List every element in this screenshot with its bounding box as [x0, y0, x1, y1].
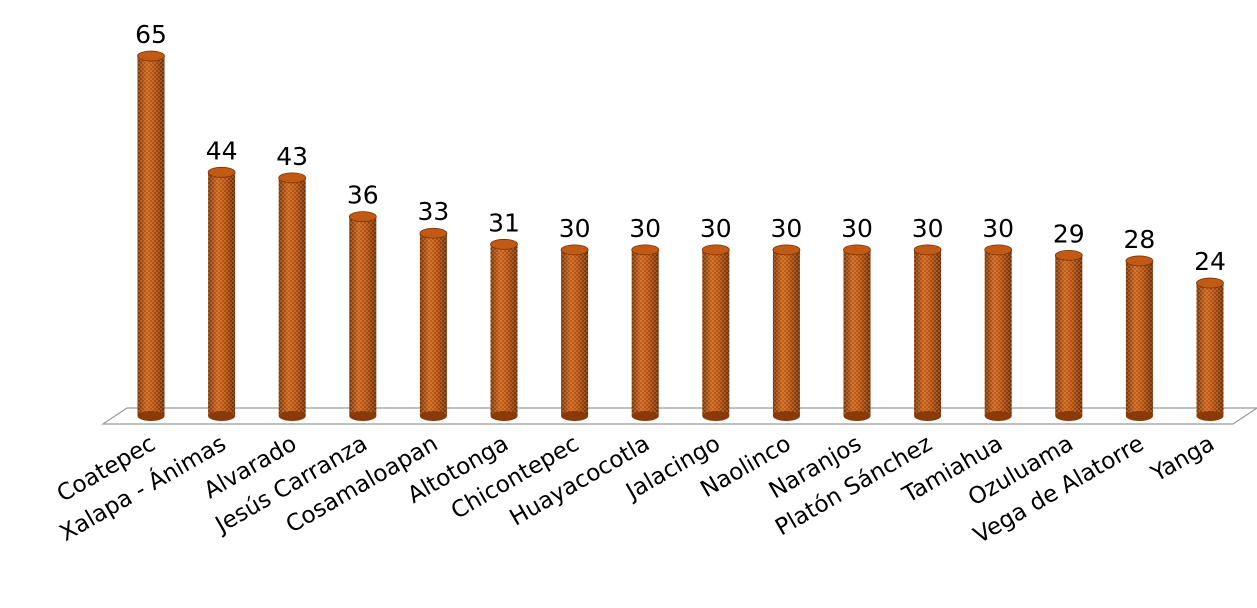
bar-texture: [349, 216, 377, 416]
bar-base: [843, 411, 871, 421]
bar-texture: [208, 172, 236, 416]
bar-texture: [278, 177, 306, 416]
bar-cap: [278, 172, 307, 184]
bar-base: [1055, 411, 1083, 421]
bar-texture: [561, 249, 589, 416]
bar-cap: [913, 244, 942, 256]
bar-3: [348, 211, 377, 421]
value-label: 30: [700, 214, 732, 243]
bar-texture: [419, 233, 447, 416]
bar-base: [914, 411, 942, 421]
bar-texture: [843, 249, 871, 416]
bar-base: [490, 411, 518, 421]
bar-cap: [490, 238, 518, 250]
bar-texture: [490, 244, 518, 416]
bar-15: [1196, 277, 1224, 421]
bar-14: [1125, 255, 1154, 421]
value-label: 65: [135, 20, 167, 49]
value-label: 29: [1053, 219, 1085, 248]
bar-base: [702, 411, 730, 421]
bar-base: [137, 411, 165, 421]
bar-base: [208, 411, 236, 421]
bar-texture: [702, 249, 730, 416]
bar-cap: [1125, 255, 1154, 267]
value-label: 30: [559, 214, 591, 243]
bar-texture: [631, 249, 659, 416]
bar-texture: [137, 56, 165, 416]
bar-cap: [772, 244, 801, 256]
value-label: 31: [488, 208, 520, 237]
value-label: 30: [770, 214, 802, 243]
bar-12: [984, 244, 1013, 421]
value-label: 44: [206, 136, 238, 165]
value-label: 30: [912, 214, 944, 243]
bar-cap: [419, 227, 448, 239]
value-label: 33: [417, 197, 449, 226]
bar-base: [419, 411, 447, 421]
category-label: Yanga: [1146, 431, 1219, 488]
bar-cap: [701, 244, 730, 256]
bar-texture: [772, 249, 800, 416]
bar-texture: [1196, 283, 1224, 416]
bar-base: [1196, 411, 1224, 421]
bar-cap: [843, 244, 871, 256]
bar-cap: [1196, 277, 1224, 289]
bar-base: [349, 411, 377, 421]
bar-0: [137, 50, 165, 421]
value-label: 28: [1123, 225, 1155, 254]
bar-cap: [984, 244, 1013, 256]
value-label: 30: [629, 214, 661, 243]
bar-cap: [1054, 249, 1083, 261]
bar-base: [984, 411, 1012, 421]
bar-6: [560, 244, 589, 421]
bar-9: [772, 244, 801, 421]
bar-base: [631, 411, 659, 421]
value-label: 36: [347, 181, 379, 210]
bar-13: [1054, 249, 1083, 421]
bar-cap: [348, 211, 377, 223]
bar-5: [490, 238, 518, 421]
bar-2: [278, 172, 307, 421]
bar-base: [561, 411, 589, 421]
bar-8: [701, 244, 730, 421]
bar-texture: [1125, 260, 1153, 416]
bar-texture: [1055, 255, 1083, 416]
value-label: 24: [1194, 247, 1226, 276]
bar-texture: [984, 249, 1012, 416]
bar-10: [843, 244, 871, 421]
bars-group: [137, 50, 1224, 421]
chart-floor: [101, 407, 1257, 425]
bar-base: [1125, 411, 1153, 421]
value-label: 43: [276, 142, 308, 171]
bar-1: [207, 166, 236, 421]
bar-base: [278, 411, 306, 421]
value-labels: 65 44 43 36 33 31 30 30 30 30 30 30 30 29 28 24: [135, 20, 1226, 276]
value-label: 30: [841, 214, 873, 243]
bar-7: [631, 244, 660, 421]
bar-cap: [631, 244, 660, 256]
bar-4: [419, 227, 448, 421]
bar-base: [772, 411, 800, 421]
bar-cap: [560, 244, 589, 256]
bar-11: [913, 244, 942, 421]
bar-cap: [137, 50, 165, 62]
bar-texture: [914, 249, 942, 416]
bar-cap: [207, 166, 236, 178]
value-label: 30: [982, 214, 1014, 243]
